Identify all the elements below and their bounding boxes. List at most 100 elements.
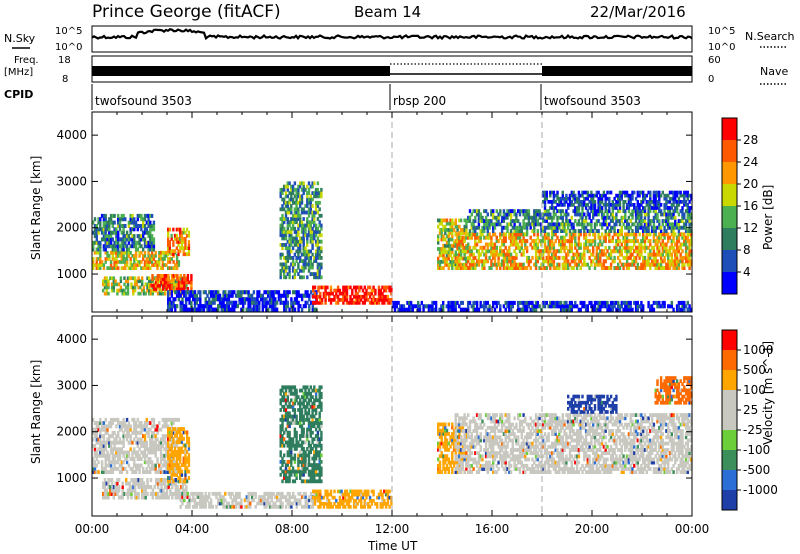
heatmap-cell bbox=[184, 280, 188, 285]
heatmap-cell bbox=[179, 249, 182, 253]
heatmap-cell bbox=[324, 288, 327, 293]
heatmap-cell bbox=[442, 234, 445, 239]
heatmap-cell bbox=[672, 262, 675, 267]
heatmap-cell bbox=[302, 207, 305, 212]
heatmap-cell bbox=[661, 252, 664, 257]
heatmap-cell bbox=[372, 288, 375, 293]
heatmap-cell bbox=[133, 447, 136, 452]
heatmap-cell bbox=[140, 444, 143, 448]
heatmap-cell bbox=[668, 209, 672, 214]
heatmap-cell bbox=[663, 300, 666, 305]
heatmap-cell bbox=[522, 222, 525, 227]
heatmap-cell bbox=[158, 291, 162, 296]
heatmap-cell bbox=[458, 245, 461, 250]
heatmap-cell bbox=[336, 288, 340, 293]
heatmap-cell bbox=[592, 252, 595, 257]
heatmap-cell bbox=[470, 222, 473, 227]
heatmap-cell bbox=[688, 307, 691, 312]
heatmap-cell bbox=[593, 212, 597, 217]
heatmap-cell bbox=[127, 220, 131, 225]
heatmap-cell bbox=[177, 290, 181, 295]
heatmap-cell bbox=[529, 259, 532, 264]
heatmap-cell bbox=[690, 196, 693, 201]
heatmap-cell bbox=[168, 463, 171, 467]
heatmap-cell bbox=[483, 266, 486, 270]
heatmap-cell bbox=[152, 450, 156, 455]
heatmap-cell bbox=[645, 259, 648, 264]
heatmap-cell bbox=[663, 266, 666, 270]
heatmap-cell bbox=[147, 224, 150, 228]
heatmap-cell bbox=[467, 219, 470, 223]
heatmap-cell bbox=[170, 266, 173, 270]
heatmap-cell bbox=[543, 232, 547, 237]
heatmap-cell bbox=[154, 453, 157, 458]
heatmap-cell bbox=[109, 485, 112, 490]
heatmap-cell bbox=[307, 187, 311, 192]
heatmap-cell bbox=[561, 196, 564, 201]
heatmap-cell bbox=[652, 196, 656, 201]
heatmap-cell bbox=[570, 235, 573, 240]
heatmap-cell bbox=[643, 222, 647, 227]
heatmap-cell bbox=[302, 243, 305, 247]
heatmap-cell bbox=[554, 200, 557, 204]
heatmap-cell bbox=[113, 260, 116, 264]
heatmap-cell bbox=[674, 252, 677, 257]
heatmap-cell bbox=[150, 447, 154, 452]
heatmap-cell bbox=[199, 304, 202, 309]
heatmap-cell bbox=[97, 447, 100, 452]
heatmap-cell bbox=[175, 472, 178, 477]
heatmap-cell bbox=[143, 263, 147, 267]
heatmap-cell bbox=[674, 219, 677, 223]
heatmap-cell bbox=[556, 203, 559, 207]
heatmap-cell bbox=[683, 222, 686, 227]
heatmap-cell bbox=[606, 196, 609, 201]
heatmap-cell bbox=[162, 478, 165, 483]
heatmap-cell bbox=[627, 200, 631, 204]
heatmap-cell bbox=[114, 279, 117, 284]
heatmap-cell bbox=[431, 304, 434, 309]
heatmap-cell bbox=[111, 266, 114, 270]
heatmap-cell bbox=[550, 262, 554, 267]
heatmap-cell bbox=[517, 304, 520, 309]
heatmap-cell bbox=[518, 300, 522, 305]
heatmap-cell bbox=[617, 235, 620, 240]
heatmap-cell bbox=[574, 252, 577, 257]
heatmap-cell bbox=[209, 304, 213, 309]
heatmap-cell bbox=[160, 485, 163, 490]
heatmap-cell bbox=[636, 206, 639, 210]
heatmap-cell bbox=[227, 297, 231, 302]
heatmap-cell bbox=[117, 466, 120, 471]
heatmap-cell bbox=[513, 209, 516, 214]
heatmap-cell bbox=[156, 478, 160, 483]
heatmap-cell bbox=[667, 215, 670, 220]
heatmap-cell bbox=[92, 466, 95, 471]
heatmap-cell bbox=[534, 300, 538, 305]
heatmap-cell bbox=[513, 266, 516, 270]
heatmap-cell bbox=[247, 290, 250, 295]
heatmap-cell bbox=[581, 219, 584, 223]
heatmap-cell bbox=[686, 212, 689, 217]
heatmap-cell bbox=[179, 485, 183, 490]
heatmap-cell bbox=[188, 290, 191, 295]
heatmap-cell bbox=[547, 252, 550, 257]
heatmap-cell bbox=[174, 491, 177, 496]
heatmap-cell bbox=[533, 307, 536, 312]
heatmap-cell bbox=[152, 444, 156, 448]
heatmap-cell bbox=[107, 282, 110, 287]
heatmap-cell bbox=[113, 250, 116, 255]
heatmap-cell bbox=[93, 240, 97, 245]
heatmap-cell bbox=[483, 245, 486, 250]
heatmap-cell bbox=[438, 231, 442, 235]
heatmap-cell bbox=[508, 245, 511, 250]
heatmap-cell bbox=[172, 436, 175, 441]
heatmap-cell bbox=[608, 209, 611, 214]
heatmap-cell bbox=[577, 212, 581, 217]
heatmap-cell bbox=[665, 215, 668, 220]
heatmap-cell bbox=[586, 304, 589, 309]
heatmap-cell bbox=[159, 470, 163, 474]
heatmap-cell bbox=[184, 304, 188, 309]
heatmap-cell bbox=[175, 246, 178, 250]
heatmap-cell bbox=[584, 242, 588, 247]
heatmap-cell bbox=[132, 291, 135, 296]
heatmap-cell bbox=[617, 200, 620, 204]
